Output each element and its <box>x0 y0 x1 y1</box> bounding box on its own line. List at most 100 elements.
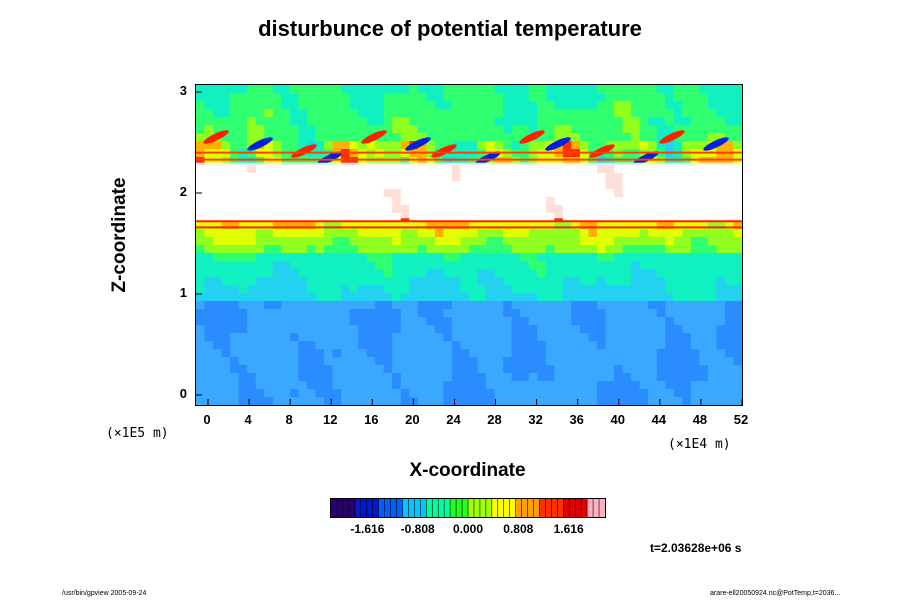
heatmap-cell <box>213 157 222 166</box>
heatmap-cell <box>579 221 589 230</box>
heatmap-cell <box>349 109 359 118</box>
colorbar-segment <box>408 499 415 517</box>
heatmap-cell <box>196 85 205 94</box>
heatmap-cell <box>562 285 572 294</box>
heatmap-cell <box>298 253 308 262</box>
heatmap-cell <box>366 333 376 342</box>
heatmap-cell <box>255 293 265 302</box>
heatmap-cell <box>571 133 581 142</box>
heatmap-cell <box>264 117 274 126</box>
heatmap-cell <box>264 125 274 134</box>
heatmap-cell <box>196 269 205 278</box>
heatmap-cell <box>230 229 240 238</box>
heatmap-cell <box>451 373 461 382</box>
heatmap-cell <box>298 269 308 278</box>
heatmap-cell <box>494 141 504 150</box>
heatmap-cell <box>443 397 453 405</box>
heatmap-cell <box>221 373 231 382</box>
heatmap-cell <box>315 309 325 318</box>
heatmap-cell <box>537 397 547 405</box>
heatmap-cell <box>247 85 257 94</box>
heatmap-cell <box>434 317 444 326</box>
heatmap-cell <box>673 221 683 230</box>
heatmap-cell <box>315 253 325 262</box>
heatmap-cell <box>486 373 495 382</box>
heatmap-cell <box>213 285 222 294</box>
heatmap-cell <box>460 109 470 118</box>
heatmap-cell <box>673 325 683 334</box>
heatmap-cell <box>596 229 606 238</box>
heatmap-cell <box>255 373 265 382</box>
heatmap-cell <box>230 389 240 398</box>
heatmap-cell <box>392 133 402 142</box>
heatmap-cell <box>707 237 717 246</box>
heatmap-cell <box>434 125 444 134</box>
heatmap-cell <box>315 373 325 382</box>
heatmap-cell <box>332 109 342 118</box>
heatmap-cell <box>341 365 350 374</box>
heatmap-cell <box>460 333 470 342</box>
heatmap-cell <box>238 381 248 390</box>
heatmap-cell <box>366 221 376 230</box>
heatmap-cell <box>443 125 453 134</box>
heatmap-cell <box>571 381 581 390</box>
heatmap-cell <box>699 109 709 118</box>
heatmap-cell <box>571 341 581 350</box>
heatmap-cell <box>281 237 291 246</box>
heatmap-cell <box>614 229 623 238</box>
heatmap-cell <box>562 85 572 94</box>
heatmap-cell <box>477 365 487 374</box>
heatmap-cell <box>255 261 265 270</box>
heatmap-cell <box>358 141 368 150</box>
heatmap-cell <box>341 317 350 326</box>
heatmap-cell <box>469 237 478 246</box>
heatmap-cell <box>639 245 649 254</box>
heatmap-cell <box>690 333 700 342</box>
heatmap-cell <box>469 133 478 142</box>
heatmap-cell <box>375 349 385 358</box>
heatmap-cell <box>724 229 734 238</box>
heatmap-cell <box>358 357 368 366</box>
heatmap-cell <box>281 125 291 134</box>
heatmap-cell <box>434 349 444 358</box>
heatmap-cell <box>383 397 393 405</box>
heatmap-cell <box>272 141 282 150</box>
heatmap-cell <box>392 333 402 342</box>
heatmap-cell <box>588 261 598 270</box>
heatmap-cell <box>417 109 427 118</box>
heatmap-cell <box>520 357 530 366</box>
heatmap-cell <box>614 261 623 270</box>
heatmap-cell <box>460 277 470 286</box>
heatmap-cell <box>631 125 641 134</box>
heatmap-cell <box>673 253 683 262</box>
heatmap-cell <box>571 141 581 150</box>
heatmap-cell <box>323 269 333 278</box>
heatmap-cell <box>230 333 240 342</box>
heatmap-cell <box>648 93 658 102</box>
heatmap-cell <box>656 277 666 286</box>
heatmap-cell <box>409 125 419 134</box>
heatmap-cell <box>699 85 709 94</box>
heatmap-cell <box>434 373 444 382</box>
x-tick-label: 4 <box>244 412 252 427</box>
heatmap-cell <box>451 293 461 302</box>
heatmap-cell <box>383 381 393 390</box>
heatmap-cell <box>400 301 410 310</box>
heatmap-cell <box>349 317 359 326</box>
heatmap-cell <box>375 333 385 342</box>
heatmap-cell <box>247 293 257 302</box>
heatmap-cell <box>571 261 581 270</box>
heatmap-cell <box>665 341 675 350</box>
heatmap-cell <box>494 301 504 310</box>
heatmap-cell <box>400 373 410 382</box>
heatmap-cell <box>596 309 606 318</box>
heatmap-cell <box>554 381 564 390</box>
heatmap-cell <box>477 301 487 310</box>
heatmap-cell <box>315 101 325 110</box>
heatmap-cell <box>451 309 461 318</box>
heatmap-cell <box>537 221 547 230</box>
heatmap-cell <box>707 85 717 94</box>
heatmap-cell <box>196 117 205 126</box>
heatmap-cell <box>204 381 214 390</box>
heatmap-cell <box>562 325 572 334</box>
